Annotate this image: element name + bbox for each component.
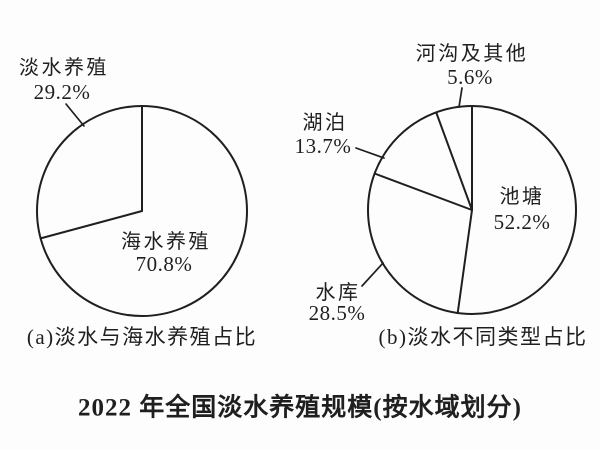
figure-title: 2022 年全国淡水养殖规模(按水域划分) <box>78 393 522 422</box>
pie-b-lake-percent: 13.7% <box>295 134 352 158</box>
pie-b-lake-label: 湖泊 <box>303 111 348 134</box>
leader-line <box>65 103 85 127</box>
slice-divider <box>373 172 473 211</box>
leader-line <box>355 147 385 159</box>
pie-a-freshwater-label: 淡水养殖 <box>19 56 109 79</box>
pie-a-caption: (a)淡水与海水养殖占比 <box>27 325 257 349</box>
slice-divider <box>456 209 473 314</box>
pie-b-reservoir-label: 水库 <box>316 281 361 304</box>
pie-a-freshwater-percent: 29.2% <box>34 80 91 104</box>
pie-a-marine-percent: 70.8% <box>136 252 193 276</box>
pie-b-caption: (b)淡水不同类型占比 <box>379 325 588 349</box>
slice-divider <box>39 210 143 240</box>
pie-geometry-layer <box>36 87 577 317</box>
pie-b-pond-percent: 52.2% <box>494 210 551 234</box>
leader-line <box>458 87 463 108</box>
pie-b-ditch-percent: 5.6% <box>447 65 493 89</box>
slice-divider <box>435 111 473 211</box>
pie-b-pond-label: 池塘 <box>500 185 545 208</box>
pie-b-ditch-label: 河沟及其他 <box>416 42 529 65</box>
leader-line <box>361 262 384 287</box>
pie-a-marine-label: 海水养殖 <box>121 230 211 253</box>
pie-b-reservoir-percent: 28.5% <box>309 301 366 325</box>
